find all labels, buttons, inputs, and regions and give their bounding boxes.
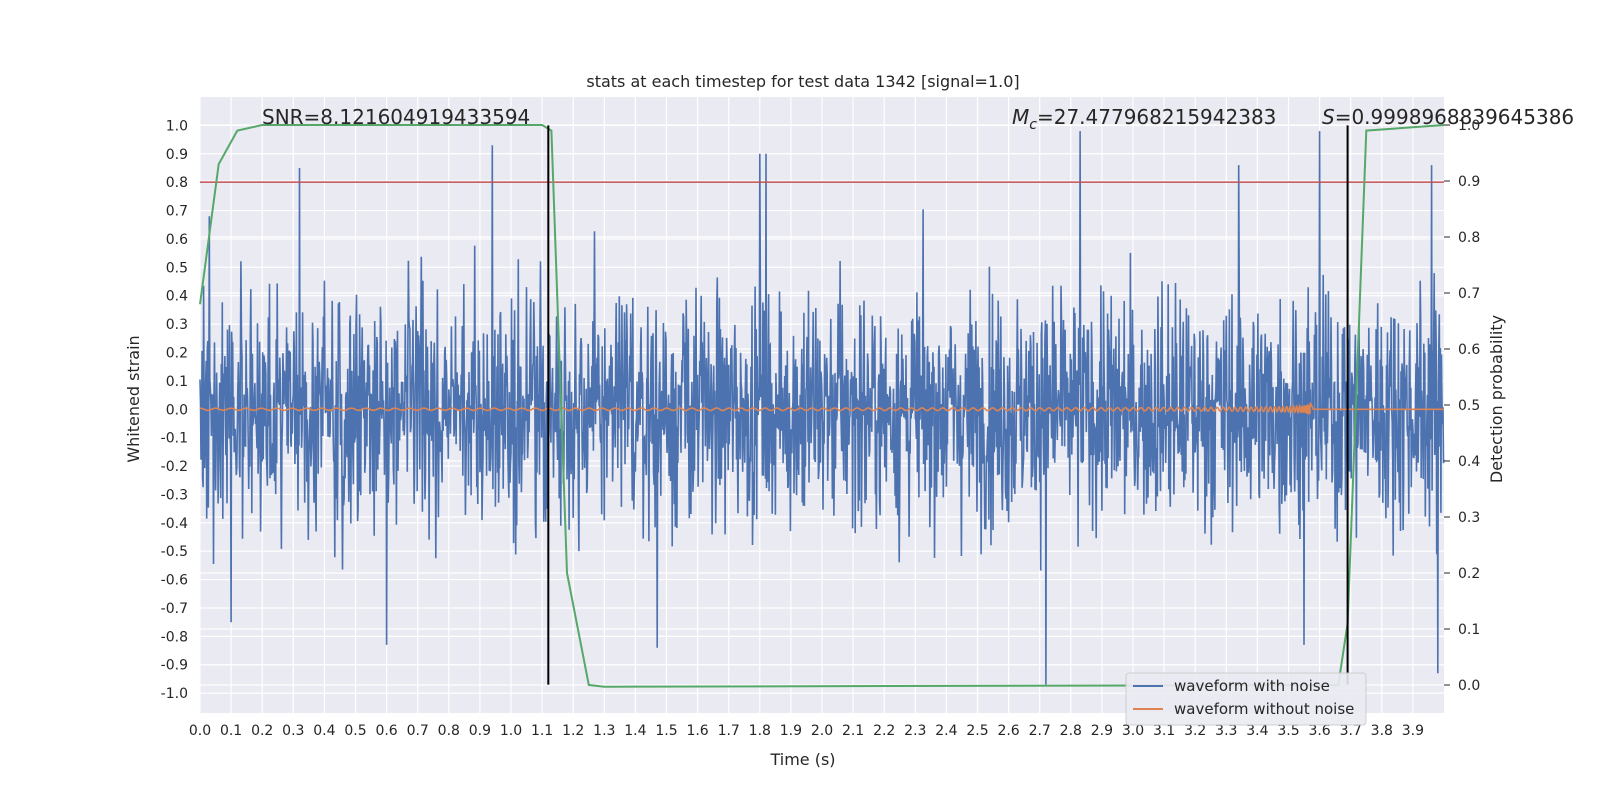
x-tick-label: 1.4 [624,723,646,739]
y-tick-label: -0.3 [161,487,188,503]
x-axis-label: Time (s) [769,750,835,769]
y2-tick-label: 0.1 [1458,622,1480,638]
x-tick-label: 2.7 [1029,723,1051,739]
x-tick-label: 1.3 [593,723,615,739]
x-tick-label: 1.5 [655,723,677,739]
mc-symbol: M [1012,105,1029,129]
y-tick-label: 0.6 [166,232,188,248]
y-tick-label: 0.0 [166,402,188,418]
x-tick-label: 3.3 [1215,723,1237,739]
x-tick-label: 0.0 [189,723,211,739]
y2-tick-label: 0.3 [1458,510,1480,526]
x-tick-label: 0.6 [375,723,397,739]
x-tick-label: 3.5 [1277,723,1299,739]
x-tick-label: 2.5 [966,723,988,739]
snr-annotation: SNR=8.121604919433594 [262,105,530,129]
y-tick-label: -0.8 [161,629,188,645]
x-tick-label: 2.2 [873,723,895,739]
x-tick-label: 0.4 [313,723,335,739]
y2-tick-label: 0.0 [1458,678,1480,694]
s-symbol: S [1322,105,1335,129]
mc-value: =27.477968215942383 [1037,105,1276,129]
x-tick-label: 1.1 [531,723,553,739]
y-tick-label: -0.7 [161,601,188,617]
y-tick-label: -0.6 [161,573,188,589]
y2-tick-label: 0.6 [1458,342,1480,358]
x-tick-label: 2.8 [1060,723,1082,739]
x-tick-label: 0.1 [220,723,242,739]
legend-label-clean: waveform without noise [1174,700,1354,718]
y-tick-label: 1.0 [166,118,188,134]
s-value: =0.9998968839645386 [1335,105,1574,129]
x-tick-label: 0.9 [469,723,491,739]
s-annotation: S=0.9998968839645386 [1322,105,1574,129]
chart-title: stats at each timestep for test data 134… [586,72,1019,91]
y-tick-label: 0.8 [166,175,188,191]
x-tick-label: 0.3 [282,723,304,739]
x-tick-label: 0.5 [344,723,366,739]
y-tick-label: -0.5 [161,544,188,560]
x-tick-label: 1.6 [686,723,708,739]
x-tick-label: 3.2 [1184,723,1206,739]
x-tick-label: 2.9 [1091,723,1113,739]
x-tick-label: 1.0 [500,723,522,739]
series-line-waveform-without-noise [200,402,1444,415]
x-tick-label: 3.6 [1308,723,1330,739]
x-tick-label: 1.7 [718,723,740,739]
legend-box [1125,672,1367,726]
x-tick-label: 3.0 [1122,723,1144,739]
x-tick-label: 0.7 [407,723,429,739]
x-tick-label: 0.8 [438,723,460,739]
x-tick-label: 3.1 [1153,723,1175,739]
y2-tick-label: 0.7 [1458,286,1480,302]
x-tick-label: 2.3 [904,723,926,739]
y-tick-label: 0.4 [166,289,188,305]
y2-tick-label: 0.2 [1458,566,1480,582]
x-tick-label: 3.8 [1371,723,1393,739]
y-tick-label: -0.2 [161,459,188,475]
x-tick-label: 2.1 [842,723,864,739]
x-tick-label: 1.9 [780,723,802,739]
x-tick-label: 3.4 [1246,723,1268,739]
x-tick-label: 3.7 [1340,723,1362,739]
y2-tick-label: 1.0 [1458,118,1480,134]
y-tick-label: 0.9 [166,147,188,163]
y-tick-label: -1.0 [161,686,188,702]
y2-tick-label: 0.4 [1458,454,1480,470]
x-tick-label: 2.4 [935,723,957,739]
y2-tick-label: 0.5 [1458,398,1480,414]
y-tick-label: 0.1 [166,374,188,390]
y2-axis-label: Detection probability [1487,315,1506,483]
y-tick-label: -0.1 [161,431,188,447]
series-line-waveform-with-noise [199,131,1445,685]
mc-subscript: c [1029,117,1037,133]
x-tick-label: 0.2 [251,723,273,739]
y-tick-label: 0.5 [166,260,188,276]
x-tick-label: 1.2 [562,723,584,739]
y2-tick-label: 0.9 [1458,174,1480,190]
y-tick-label: 0.7 [166,204,188,220]
y-tick-label: -0.4 [161,516,188,532]
y-tick-label: 0.2 [166,345,188,361]
y-tick-label: -0.9 [161,658,188,674]
legend: waveform with noise waveform without noi… [1125,672,1367,726]
x-tick-label: 2.6 [997,723,1019,739]
legend-label-noise: waveform with noise [1174,677,1330,695]
y-tick-label: 0.3 [166,317,188,333]
x-tick-label: 1.8 [749,723,771,739]
x-tick-label: 2.0 [811,723,833,739]
y-axis-label: Whitened strain [124,335,143,462]
x-tick-label: 3.9 [1402,723,1424,739]
mc-annotation: Mc=27.477968215942383 [1012,105,1276,133]
y2-tick-label: 0.8 [1458,230,1480,246]
